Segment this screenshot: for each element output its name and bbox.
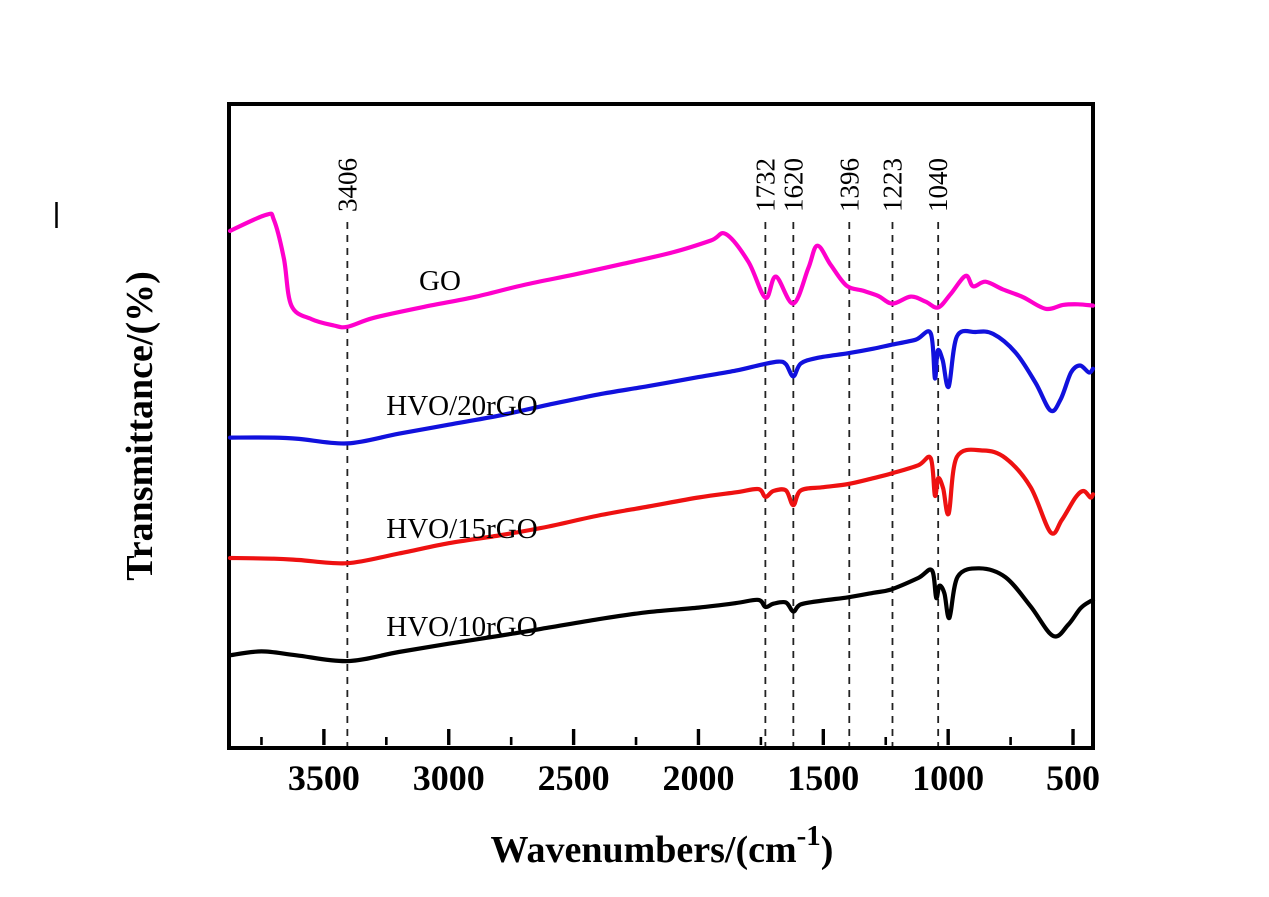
- plot-border: [227, 102, 1095, 750]
- x-tick-label: 2000: [662, 758, 734, 798]
- x-tick-label: 1000: [912, 758, 984, 798]
- curve-label-hvo-20rgo: HVO/20rGO: [386, 390, 537, 422]
- peak-wavenumber-label: 1040: [923, 158, 953, 212]
- spectrum-curve-hvo-15rgo: [227, 447, 1096, 566]
- x-tick-label: 500: [1046, 758, 1100, 798]
- x-axis-tick-labels-group: 3500 3000 2500 2000 1500 1000 500: [288, 758, 1100, 798]
- spectrum-curve-hvo-10rgo: [227, 566, 1096, 664]
- spectrum-curve-hvo-20rgo: [227, 328, 1096, 446]
- peak-wavenumber-label: 1620: [778, 158, 808, 212]
- spectra-curves-group: [227, 211, 1096, 664]
- curve-label-hvo-10rgo: HVO/10rGO: [386, 611, 537, 643]
- curve-label-go: GO: [419, 265, 461, 297]
- x-axis-ticks-group: [260, 729, 1075, 745]
- x-axis-title: Wavenumbers/(cm-1): [491, 820, 834, 871]
- series-labels-group: GO HVO/20rGO HVO/15rGO HVO/10rGO: [386, 265, 537, 643]
- spectrum-curve-go: [227, 211, 1096, 330]
- peak-wavenumber-label: 1732: [750, 158, 780, 212]
- peak-wavenumber-label: 1223: [877, 158, 907, 212]
- curve-label-hvo-15rgo: HVO/15rGO: [386, 513, 537, 545]
- x-tick-label: 3500: [288, 758, 360, 798]
- y-axis-title: Transmittance/(%): [119, 271, 161, 581]
- peak-wavenumber-label: 1396: [834, 158, 864, 212]
- peak-wavenumber-label: 3406: [332, 158, 362, 212]
- x-tick-label: 3000: [413, 758, 485, 798]
- x-tick-label: 2500: [538, 758, 610, 798]
- x-tick-label: 1500: [787, 758, 859, 798]
